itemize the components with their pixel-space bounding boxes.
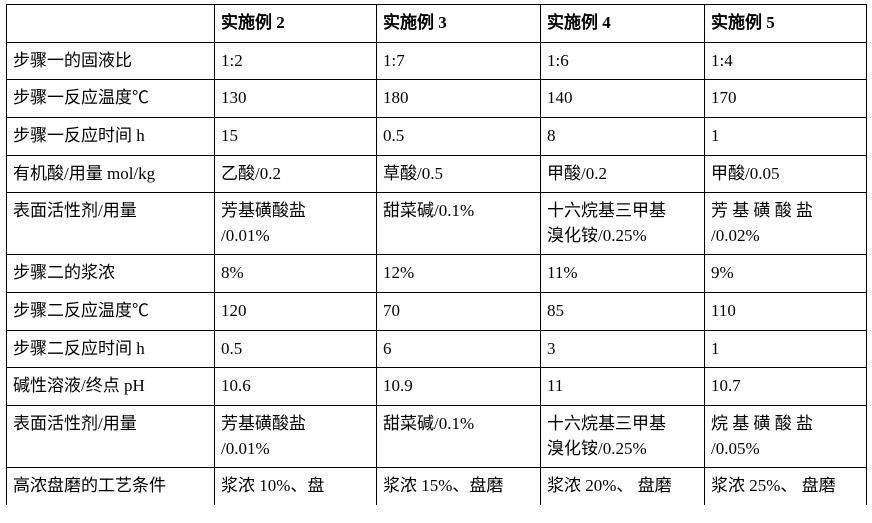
table-row: 表面活性剂/用量 芳基磺酸盐 /0.01% 甜菜碱/0.1% 十六烷基三甲基 溴… [7, 406, 867, 468]
cell: 12% [377, 255, 541, 293]
cell: 8 [541, 117, 705, 155]
table-row: 表面活性剂/用量 芳基磺酸盐 /0.01% 甜菜碱/0.1% 十六烷基三甲基 溴… [7, 193, 867, 255]
cell: 甲酸/0.2 [541, 155, 705, 193]
cell: 1:4 [705, 42, 867, 80]
cell: 110 [705, 293, 867, 331]
col-header: 实施例 2 [215, 5, 377, 43]
cell: 11% [541, 255, 705, 293]
cell: 十六烷基三甲基 溴化铵/0.25% [541, 193, 705, 255]
row-label: 表面活性剂/用量 [7, 193, 215, 255]
cell: 85 [541, 293, 705, 331]
cell: 3 [541, 330, 705, 368]
cell-line: 烷 基 磺 酸 盐 [711, 414, 813, 433]
cell: 烷 基 磺 酸 盐 /0.05% [705, 406, 867, 468]
cell: 15 [215, 117, 377, 155]
cell: 十六烷基三甲基 溴化铵/0.25% [541, 406, 705, 468]
row-label: 步骤一反应温度℃ [7, 80, 215, 118]
cell: 10.7 [705, 368, 867, 406]
cell-line: 十六烷基三甲基 [547, 414, 666, 433]
row-label: 碱性溶液/终点 pH [7, 368, 215, 406]
cell-line: 溴化铵/0.25% [547, 226, 647, 245]
cell: 1:6 [541, 42, 705, 80]
col-header: 实施例 4 [541, 5, 705, 43]
row-label: 步骤二反应温度℃ [7, 293, 215, 331]
table-row: 有机酸/用量 mol/kg 乙酸/0.2 草酸/0.5 甲酸/0.2 甲酸/0.… [7, 155, 867, 193]
cell: 180 [377, 80, 541, 118]
table-row: 碱性溶液/终点 pH 10.6 10.9 11 10.7 [7, 368, 867, 406]
cell-line: /0.02% [711, 226, 760, 245]
cell: 170 [705, 80, 867, 118]
table-header-row: 实施例 2 实施例 3 实施例 4 实施例 5 [7, 5, 867, 43]
cell: 甲酸/0.05 [705, 155, 867, 193]
row-label: 表面活性剂/用量 [7, 406, 215, 468]
row-label: 步骤二的浆浓 [7, 255, 215, 293]
cell-line: 十六烷基三甲基 [547, 201, 666, 220]
table-row: 步骤一反应温度℃ 130 180 140 170 [7, 80, 867, 118]
cell: 0.5 [215, 330, 377, 368]
cell: 芳 基 磺 酸 盐 /0.02% [705, 193, 867, 255]
table-row: 高浓盘磨的工艺条件 浆浓 10%、盘 浆浓 15%、盘磨 浆浓 20%、 盘磨 … [7, 468, 867, 505]
cell: 1:2 [215, 42, 377, 80]
cell: 浆浓 25%、 盘磨 [705, 468, 867, 505]
cell: 70 [377, 293, 541, 331]
cell: 10.9 [377, 368, 541, 406]
cell-line: 芳基磺酸盐 [221, 201, 306, 220]
cell: 0.5 [377, 117, 541, 155]
table-row: 步骤二反应温度℃ 120 70 85 110 [7, 293, 867, 331]
cell: 140 [541, 80, 705, 118]
cell-line: 芳基磺酸盐 [221, 414, 306, 433]
cell: 11 [541, 368, 705, 406]
row-label: 高浓盘磨的工艺条件 [7, 468, 215, 505]
col-header: 实施例 3 [377, 5, 541, 43]
cell: 130 [215, 80, 377, 118]
cell: 草酸/0.5 [377, 155, 541, 193]
row-label: 有机酸/用量 mol/kg [7, 155, 215, 193]
cell: 甜菜碱/0.1% [377, 193, 541, 255]
row-label: 步骤一的固液比 [7, 42, 215, 80]
table-row: 步骤二反应时间 h 0.5 6 3 1 [7, 330, 867, 368]
cell: 浆浓 15%、盘磨 [377, 468, 541, 505]
cell: 芳基磺酸盐 /0.01% [215, 406, 377, 468]
row-label: 步骤一反应时间 h [7, 117, 215, 155]
cell: 甜菜碱/0.1% [377, 406, 541, 468]
cell: 9% [705, 255, 867, 293]
cell: 1 [705, 330, 867, 368]
table-row: 步骤一反应时间 h 15 0.5 8 1 [7, 117, 867, 155]
cell: 1:7 [377, 42, 541, 80]
cell-line: /0.05% [711, 439, 760, 458]
col-header [7, 5, 215, 43]
cell: 8% [215, 255, 377, 293]
cell: 6 [377, 330, 541, 368]
cell: 乙酸/0.2 [215, 155, 377, 193]
data-table: 实施例 2 实施例 3 实施例 4 实施例 5 步骤一的固液比 1:2 1:7 … [6, 4, 867, 505]
cell-line: /0.01% [221, 439, 270, 458]
table-row: 步骤一的固液比 1:2 1:7 1:6 1:4 [7, 42, 867, 80]
col-header: 实施例 5 [705, 5, 867, 43]
cell: 芳基磺酸盐 /0.01% [215, 193, 377, 255]
table-row: 步骤二的浆浓 8% 12% 11% 9% [7, 255, 867, 293]
cell: 10.6 [215, 368, 377, 406]
cell: 120 [215, 293, 377, 331]
cell-line: /0.01% [221, 226, 270, 245]
cell-line: 芳 基 磺 酸 盐 [711, 201, 813, 220]
row-label: 步骤二反应时间 h [7, 330, 215, 368]
cell: 1 [705, 117, 867, 155]
cell: 浆浓 10%、盘 [215, 468, 377, 505]
cell: 浆浓 20%、 盘磨 [541, 468, 705, 505]
cell-line: 溴化铵/0.25% [547, 439, 647, 458]
